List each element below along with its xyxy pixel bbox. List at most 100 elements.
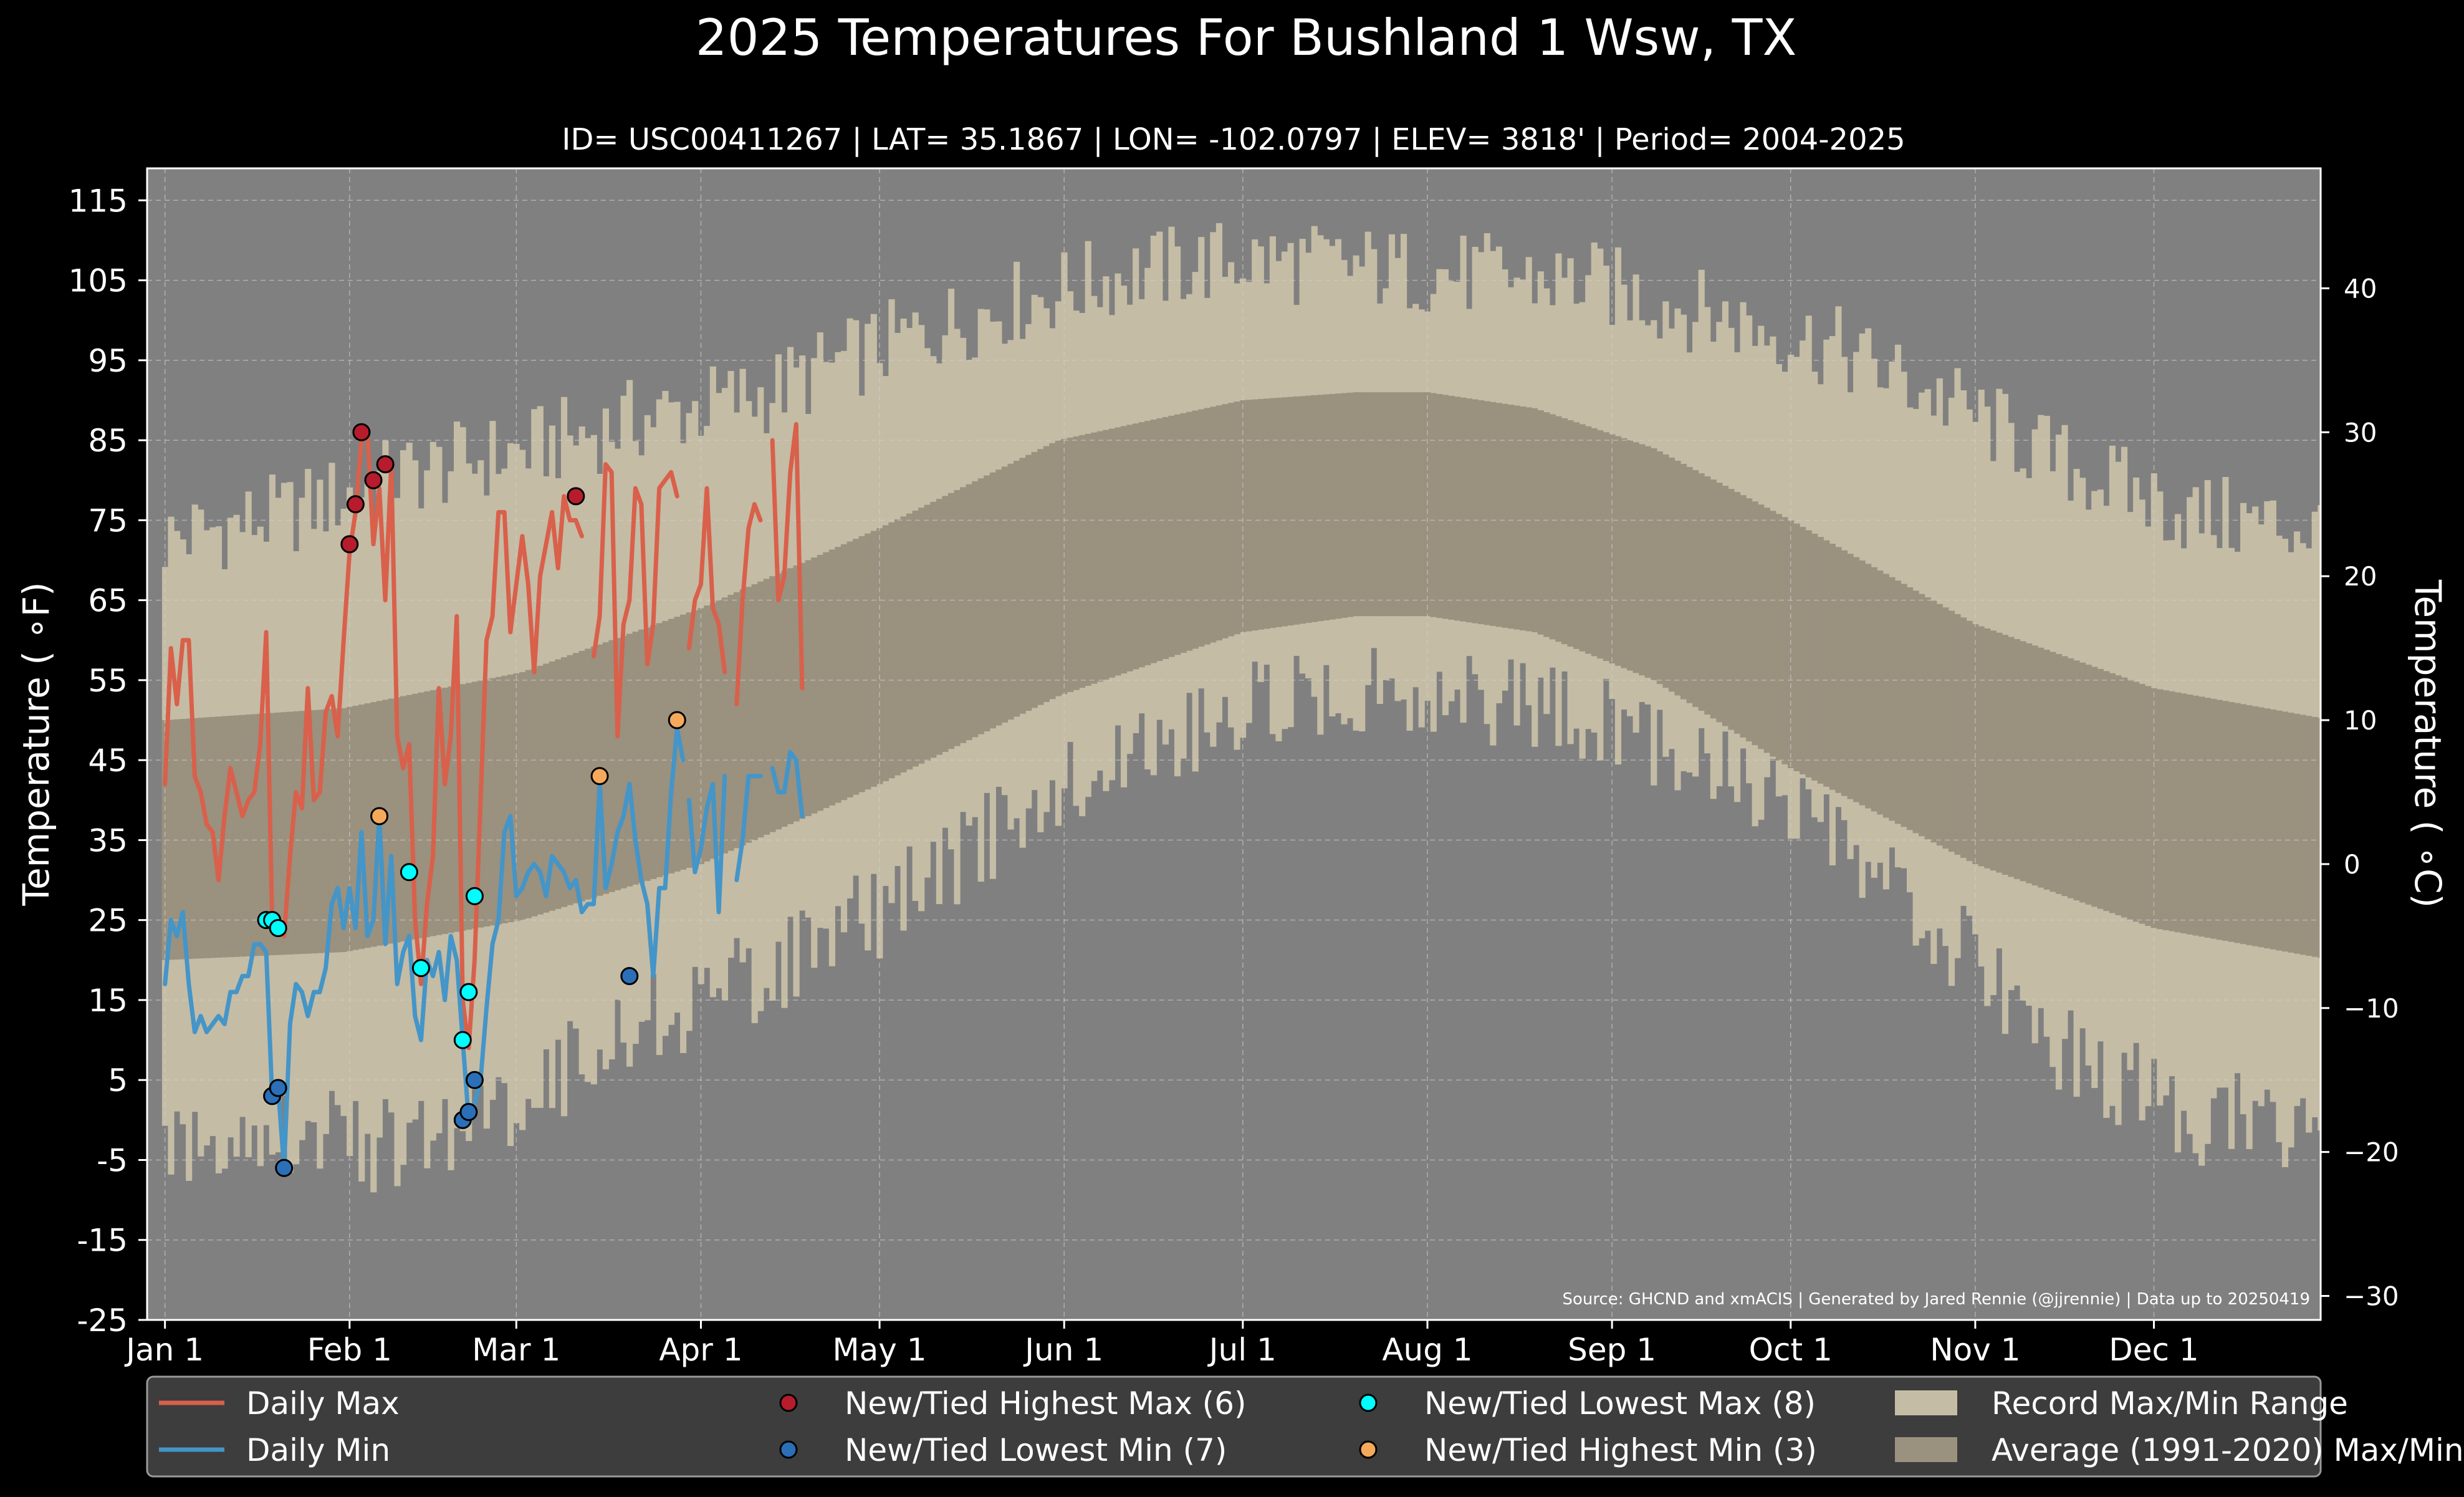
average-range-bar — [2294, 713, 2301, 954]
average-range-bar — [1448, 395, 1455, 620]
average-range-bar — [1412, 392, 1419, 617]
average-range-bar — [198, 718, 204, 959]
average-range-bar — [1793, 523, 1800, 771]
average-range-bar — [1889, 577, 1896, 821]
average-range-bar — [1466, 398, 1473, 623]
x-tick-label: Jul 1 — [1207, 1332, 1277, 1368]
average-range-bar — [2264, 708, 2271, 949]
average-range-bar — [1960, 617, 1967, 858]
average-range-bar — [1912, 590, 1919, 834]
average-range-bar — [1210, 407, 1217, 643]
average-range-bar — [1770, 511, 1776, 757]
y-tick-label: 105 — [69, 263, 128, 299]
x-tick-label: Sep 1 — [1568, 1332, 1656, 1368]
y2-tick-label: 30 — [2344, 417, 2377, 448]
lowest-min-marker — [459, 1103, 478, 1122]
average-range-bar — [1692, 470, 1699, 707]
average-range-bar — [2013, 639, 2021, 879]
average-range-bar — [1234, 402, 1240, 635]
lowest-max-marker — [453, 1031, 472, 1049]
average-range-bar — [835, 547, 841, 803]
average-range-bar — [1936, 604, 1943, 846]
average-range-bar — [1478, 400, 1485, 625]
average-range-bar — [662, 620, 669, 875]
average-range-bar — [2228, 701, 2235, 942]
average-range-bar — [186, 718, 193, 960]
average-range-bar — [1198, 409, 1205, 647]
average-range-bar — [1865, 564, 1872, 809]
average-range-bar — [2246, 705, 2253, 945]
average-range-bar — [1948, 610, 1955, 852]
average-range-bar — [2306, 716, 2313, 956]
average-range-bar — [1811, 533, 1818, 781]
legend: Daily Max Daily Min New/Tied Highest Max (… — [146, 1375, 2464, 1478]
average-range-bar — [1162, 416, 1169, 659]
average-range-bar — [2299, 715, 2306, 955]
y2-tick-label: −10 — [2344, 993, 2399, 1024]
average-range-bar — [989, 472, 996, 729]
average-range-bar — [608, 640, 615, 892]
average-range-bar — [322, 709, 329, 953]
average-range-bar — [805, 560, 812, 816]
average-range-bar — [1627, 440, 1634, 671]
average-range-bar — [573, 653, 580, 903]
average-range-bar — [2085, 665, 2092, 905]
average-range-bar — [549, 661, 556, 911]
average-range-bar — [251, 714, 258, 956]
average-range-bar — [525, 670, 532, 918]
average-range-bar — [2079, 662, 2086, 903]
average-range-bar — [466, 683, 472, 930]
average-range-bar — [1901, 584, 1907, 827]
average-range-bar — [2198, 696, 2205, 937]
average-range-bar — [2121, 677, 2128, 918]
average-range-bar — [1507, 405, 1515, 629]
average-range-bar — [1847, 554, 1854, 799]
average-range-bar — [168, 720, 175, 960]
x-tick-label: Mar 1 — [472, 1332, 560, 1368]
average-range-bar — [2127, 680, 2134, 920]
average-range-bar — [1781, 517, 1788, 764]
lowest-min-marker — [620, 966, 639, 985]
average-range-bar — [1567, 420, 1574, 647]
average-range-bar — [1240, 400, 1247, 632]
average-range-bar — [454, 685, 461, 932]
average-range-bar — [1150, 419, 1157, 663]
average-range-bar — [1829, 544, 1836, 790]
average-range-bar — [1800, 527, 1806, 774]
average-range-bar — [1561, 418, 1568, 645]
average-range-bar — [686, 612, 693, 868]
average-range-bar — [2240, 704, 2247, 945]
average-range-bar — [358, 705, 365, 949]
average-range-bar — [757, 581, 764, 838]
average-range-bar — [870, 531, 877, 787]
y-tick-label: 25 — [88, 903, 128, 939]
average-range-bar — [436, 688, 443, 935]
average-range-bar — [1543, 412, 1550, 637]
average-range-bar — [638, 629, 645, 883]
average-range-bar — [280, 712, 288, 955]
average-range-bar — [716, 600, 722, 857]
y-axis-label-right: Temperature ( ∘C) — [2407, 579, 2449, 908]
average-range-bar — [1930, 600, 1937, 843]
average-range-bar — [614, 638, 621, 890]
average-range-bar — [495, 676, 502, 925]
average-range-bar — [1454, 397, 1461, 621]
average-range-bar — [1418, 392, 1425, 617]
average-range-bar — [817, 554, 823, 811]
average-range-bar — [1573, 422, 1580, 649]
average-range-bar — [942, 496, 949, 752]
average-range-bar — [334, 708, 342, 953]
average-range-bar — [1383, 392, 1389, 617]
average-range-bar — [1174, 414, 1181, 655]
y-tick-label: 75 — [88, 503, 128, 539]
average-range-bar — [1632, 442, 1639, 673]
average-range-bar — [1978, 626, 1985, 867]
y-tick-label: 115 — [69, 183, 128, 219]
average-range-bar — [1252, 399, 1258, 631]
y-tick-label: 15 — [88, 983, 128, 1019]
average-range-bar — [1924, 597, 1931, 840]
average-range-bar — [1853, 557, 1860, 802]
average-range-bar — [215, 716, 223, 958]
average-range-bar — [2169, 691, 2175, 931]
average-range-bar — [1680, 464, 1687, 700]
